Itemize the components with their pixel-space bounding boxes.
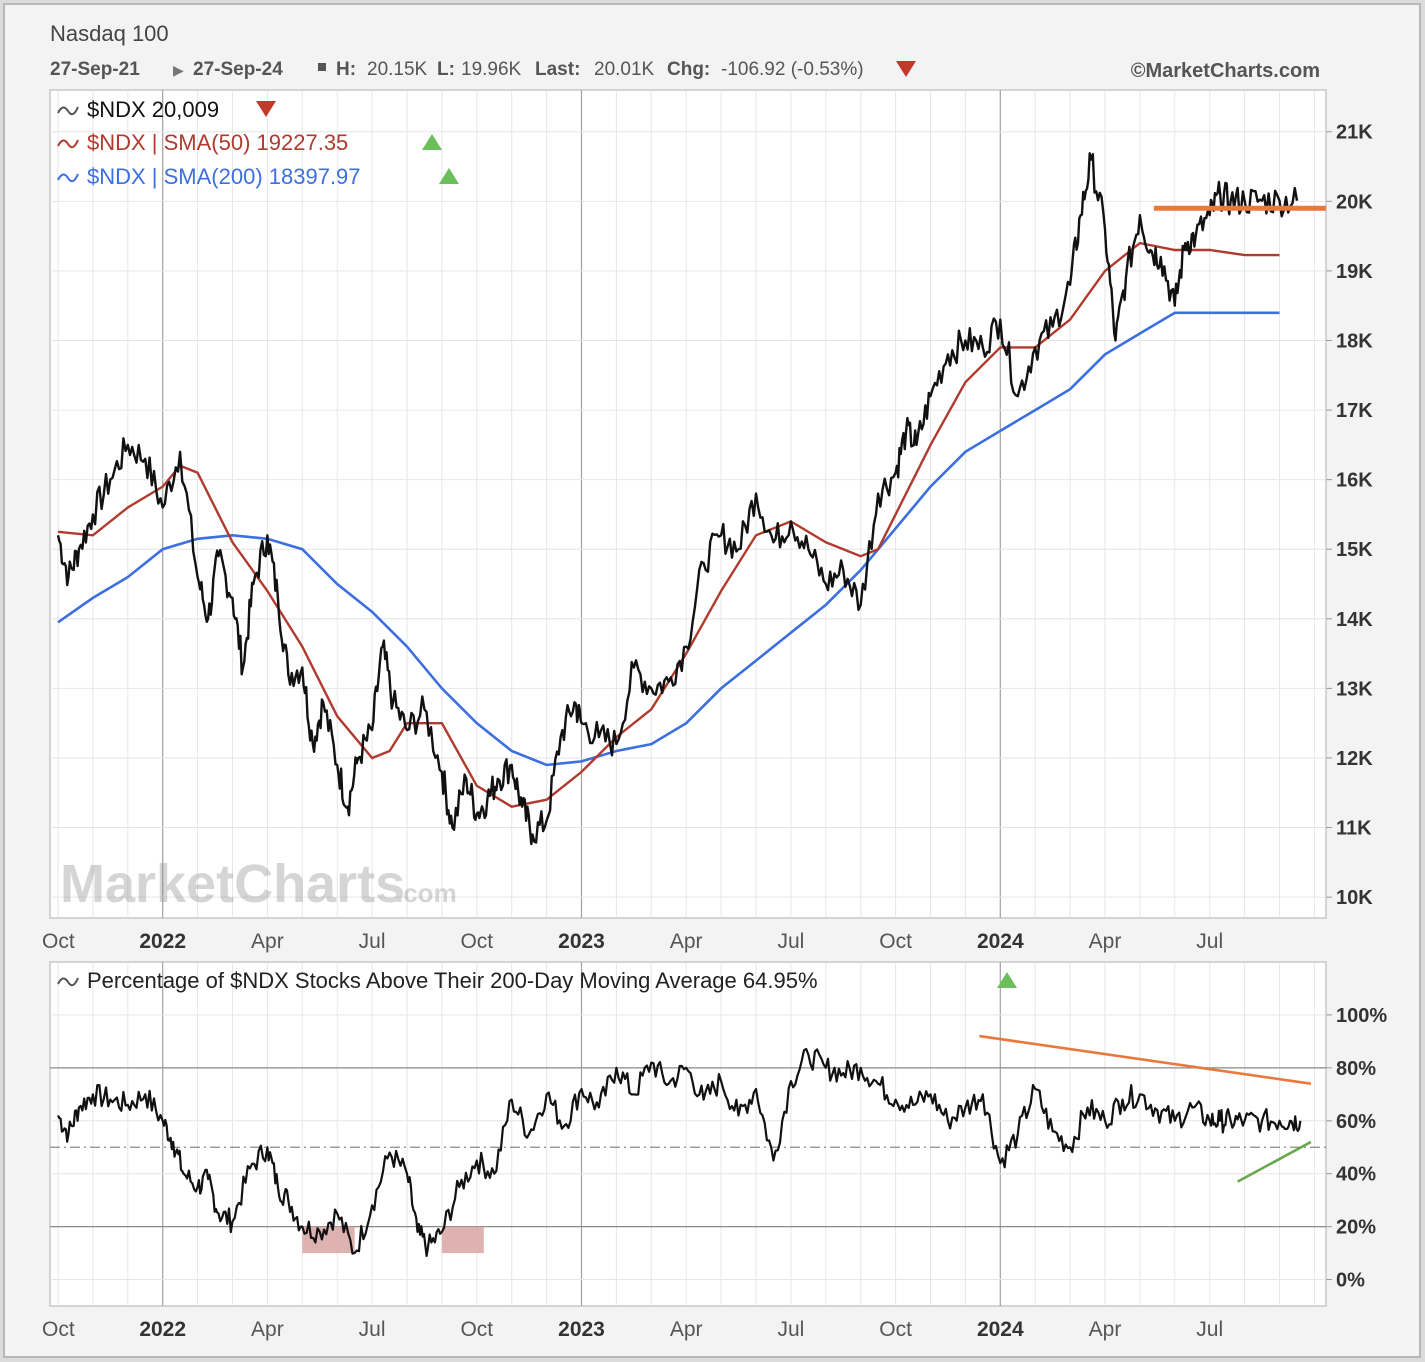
high-label: H: xyxy=(336,59,356,80)
chg-value: -106.92 (-0.53%) xyxy=(721,59,864,80)
y-tick-label: 13K xyxy=(1336,678,1373,700)
x-tick-label: 2023 xyxy=(558,930,605,953)
x-tick-label: 2022 xyxy=(139,1318,186,1341)
last-label: Last: xyxy=(535,59,580,80)
breadth-y-tick-labels: 0% 20% 40% 60% 80% 100% xyxy=(1326,1005,1387,1292)
x-tick-label: Apr xyxy=(251,930,284,953)
breadth-plot-area xyxy=(49,961,1327,1307)
sma50-line xyxy=(57,241,1280,808)
legend-item-sma50: $NDX | SMA(50) 19227.35 xyxy=(57,130,442,155)
date-start: 27-Sep-21 xyxy=(50,59,140,80)
ndx-price-line xyxy=(56,152,1299,846)
x-tick-label: Apr xyxy=(251,1318,284,1341)
legend-item-sma200: $NDX | SMA(200) 18397.97 xyxy=(57,164,459,189)
down-triangle-icon xyxy=(256,101,276,117)
y-tick-label: 40% xyxy=(1336,1164,1376,1186)
price-legend: $NDX 20,009 $NDX | SMA(50) 19227.35 $NDX… xyxy=(57,97,459,189)
up-triangle-icon xyxy=(997,972,1017,988)
y-tick-label: 20% xyxy=(1336,1217,1376,1239)
price-plot-area xyxy=(49,89,1327,919)
high-value: 20.15K xyxy=(367,59,428,80)
x-tick-label: Jul xyxy=(1196,1318,1223,1341)
price-panel: MarketCharts .com 10K11K12K13K14K15K16K1… xyxy=(42,89,1373,953)
breadth-x-tick-labels: Oct 2022 Apr Jul Oct 2023 Apr Jul Oct 2024 Apr Jul xyxy=(42,1318,1223,1341)
x-tick-label: 2023 xyxy=(558,1318,605,1341)
legend-ndx-label: $NDX 20,009 xyxy=(87,97,219,122)
x-tick-label: Jul xyxy=(1196,930,1223,953)
x-tick-label: Jul xyxy=(777,930,804,953)
line-series-icon xyxy=(57,977,79,987)
down-triangle-icon xyxy=(896,61,916,77)
y-tick-label: 21K xyxy=(1336,122,1373,144)
x-tick-label: Apr xyxy=(1089,930,1122,953)
x-tick-label: Apr xyxy=(670,1318,703,1341)
watermark-text: MarketCharts xyxy=(60,854,405,914)
breadth-panel: 0% 20% 40% 60% 80% 100% Oct 2022 Apr Jul Oct 2023 A… xyxy=(42,961,1387,1341)
breadth-series xyxy=(50,1034,1326,1257)
price-x-tick-labels: Oct 2022 Apr Jul Oct 2023 Apr Jul Oct 2024 Apr Jul xyxy=(42,930,1223,953)
price-y-tick-labels: 10K 11K 12K 13K 14K 15K 16K 17K 18K 19K 20K 21K xyxy=(1326,122,1373,909)
last-value: 20.01K xyxy=(594,59,655,80)
y-tick-label: 10K xyxy=(1336,887,1373,909)
y-tick-label: 14K xyxy=(1336,609,1373,631)
x-tick-label: Oct xyxy=(460,1318,493,1341)
y-tick-label: 60% xyxy=(1336,1111,1376,1133)
y-tick-label: 0% xyxy=(1336,1270,1365,1292)
low-value: 19.96K xyxy=(461,59,522,80)
oversold-shade xyxy=(441,1226,484,1254)
y-tick-label: 11K xyxy=(1336,818,1372,840)
x-tick-label: 2024 xyxy=(977,930,1024,953)
legend-sma200-label: $NDX | SMA(200) 18397.97 xyxy=(87,164,361,189)
line-series-icon xyxy=(57,106,79,116)
x-tick-label: Oct xyxy=(42,1318,75,1341)
x-tick-label: Oct xyxy=(42,930,75,953)
breadth-line xyxy=(57,1047,1302,1257)
line-series-icon xyxy=(57,173,79,183)
x-tick-label: 2022 xyxy=(139,930,186,953)
x-tick-label: Oct xyxy=(879,930,912,953)
header-stats: 27-Sep-21 ▶ 27-Sep-24 H: 20.15K L: 19.96… xyxy=(50,59,916,80)
breadth-vertical-grid xyxy=(57,962,1315,1306)
line-series-icon xyxy=(57,139,79,149)
chg-label: Chg: xyxy=(667,59,710,80)
y-tick-label: 17K xyxy=(1336,400,1373,422)
x-tick-label: Jul xyxy=(359,1318,386,1341)
breadth-legend: Percentage of $NDX Stocks Above Their 20… xyxy=(57,968,1017,993)
legend-sma50-label: $NDX | SMA(50) 19227.35 xyxy=(87,130,348,155)
watermark-logo: MarketCharts .com xyxy=(60,854,457,914)
page-title: Nasdaq 100 xyxy=(50,21,169,46)
up-triangle-icon xyxy=(439,168,459,184)
y-tick-label: 16K xyxy=(1336,470,1373,492)
resistance-trend-line xyxy=(979,1034,1312,1086)
arrow-right-icon: ▶ xyxy=(173,62,184,78)
support-trend-line xyxy=(1237,1140,1312,1183)
x-tick-label: Oct xyxy=(460,930,493,953)
y-tick-label: 19K xyxy=(1336,261,1373,283)
separator-square-icon xyxy=(318,63,326,71)
breadth-title: Percentage of $NDX Stocks Above Their 20… xyxy=(87,968,818,993)
sma200-line xyxy=(57,311,1280,767)
copyright: ©MarketCharts.com xyxy=(1131,60,1320,82)
watermark-suffix: .com xyxy=(396,878,457,908)
y-tick-label: 18K xyxy=(1336,330,1373,352)
legend-item-ndx: $NDX 20,009 xyxy=(57,97,276,122)
x-tick-label: Apr xyxy=(1089,1318,1122,1341)
y-tick-label: 100% xyxy=(1336,1005,1387,1027)
x-tick-label: 2024 xyxy=(977,1318,1024,1341)
x-tick-label: Apr xyxy=(670,930,703,953)
y-tick-label: 20K xyxy=(1336,191,1373,213)
y-tick-label: 15K xyxy=(1336,539,1373,561)
y-tick-label: 80% xyxy=(1336,1058,1376,1080)
x-tick-label: Jul xyxy=(359,930,386,953)
low-label: L: xyxy=(437,59,455,80)
y-tick-label: 12K xyxy=(1336,748,1373,770)
x-tick-label: Jul xyxy=(777,1318,804,1341)
date-end: 27-Sep-24 xyxy=(193,59,283,80)
x-tick-label: Oct xyxy=(879,1318,912,1341)
up-triangle-icon xyxy=(422,134,442,150)
price-vertical-grid xyxy=(57,90,1315,918)
price-series xyxy=(56,152,1326,846)
